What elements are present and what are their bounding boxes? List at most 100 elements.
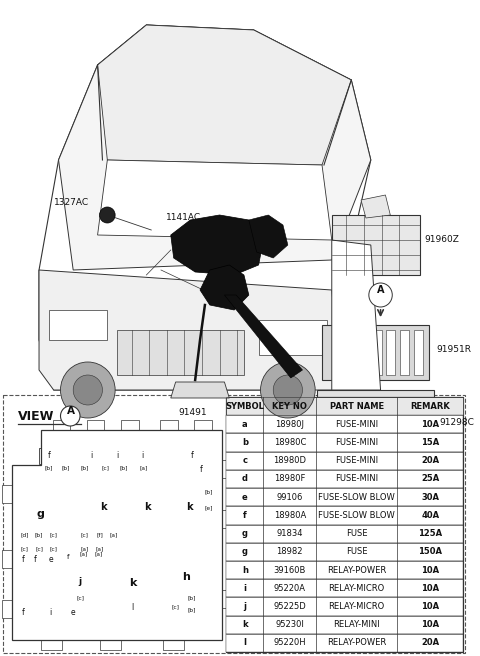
Text: RELAY-POWER: RELAY-POWER xyxy=(327,565,386,575)
Bar xyxy=(60,550,75,564)
Bar xyxy=(400,330,409,375)
Bar xyxy=(221,590,231,608)
Text: k: k xyxy=(100,502,107,512)
Bar xyxy=(342,400,350,412)
Text: KEY NO: KEY NO xyxy=(272,401,307,411)
Circle shape xyxy=(369,283,392,307)
Text: f: f xyxy=(22,555,24,564)
Text: 10A: 10A xyxy=(421,420,439,429)
Circle shape xyxy=(99,207,115,223)
Text: 10A: 10A xyxy=(421,584,439,593)
Text: f: f xyxy=(34,555,37,564)
Text: f: f xyxy=(22,608,24,617)
Bar xyxy=(346,330,354,375)
Text: [b]: [b] xyxy=(120,466,128,470)
Bar xyxy=(221,510,231,528)
Circle shape xyxy=(60,362,115,418)
Bar xyxy=(227,397,464,415)
Text: [c]: [c] xyxy=(49,533,58,537)
Bar xyxy=(227,451,464,470)
Bar xyxy=(371,454,380,466)
Text: 91298C: 91298C xyxy=(439,418,474,427)
Text: [a]: [a] xyxy=(95,552,103,556)
Text: f: f xyxy=(191,451,193,461)
Bar xyxy=(65,568,95,596)
Bar xyxy=(171,490,208,525)
Text: FUSE-SLOW BLOW: FUSE-SLOW BLOW xyxy=(318,511,395,520)
Text: RELAY-MICRO: RELAY-MICRO xyxy=(328,584,385,593)
Text: k: k xyxy=(186,502,192,512)
Text: 91951R: 91951R xyxy=(436,345,471,354)
Bar xyxy=(371,418,380,430)
Text: 10A: 10A xyxy=(421,620,439,629)
Polygon shape xyxy=(97,25,351,165)
Text: PART NAME: PART NAME xyxy=(330,401,384,411)
Circle shape xyxy=(73,375,102,405)
Text: FUSE-MINI: FUSE-MINI xyxy=(335,457,378,465)
Text: h: h xyxy=(242,565,248,575)
Text: [d]: [d] xyxy=(20,533,29,537)
Text: h: h xyxy=(182,573,190,583)
Bar xyxy=(327,400,336,412)
Bar xyxy=(400,436,409,448)
Bar xyxy=(415,436,423,448)
Bar xyxy=(327,436,336,448)
Text: VIEW: VIEW xyxy=(18,410,54,423)
Bar xyxy=(415,454,423,466)
Bar xyxy=(180,385,219,395)
Text: [c]: [c] xyxy=(35,546,43,552)
Text: [b]: [b] xyxy=(35,533,43,537)
Text: FUSE: FUSE xyxy=(346,547,367,556)
Text: i: i xyxy=(49,608,51,617)
Text: f: f xyxy=(200,466,203,474)
Text: [a]: [a] xyxy=(110,533,119,537)
Bar xyxy=(400,454,409,466)
Text: 91960Z: 91960Z xyxy=(424,235,459,244)
Text: 95220H: 95220H xyxy=(274,638,306,647)
Text: f: f xyxy=(243,511,247,520)
Text: 1141AC: 1141AC xyxy=(166,213,201,222)
Polygon shape xyxy=(59,25,371,270)
Bar xyxy=(39,448,59,464)
Text: f: f xyxy=(48,451,50,461)
Bar xyxy=(359,330,368,375)
Text: 125A: 125A xyxy=(418,529,443,538)
Bar xyxy=(85,490,122,525)
Text: [c]: [c] xyxy=(172,604,180,609)
Bar xyxy=(342,454,350,466)
Bar xyxy=(371,436,380,448)
Polygon shape xyxy=(39,25,371,390)
Bar xyxy=(163,640,184,650)
Polygon shape xyxy=(361,195,390,218)
Text: [a]: [a] xyxy=(139,466,148,470)
Text: 39160B: 39160B xyxy=(274,565,306,575)
Text: [b]: [b] xyxy=(61,466,70,470)
Polygon shape xyxy=(39,270,342,390)
Bar xyxy=(400,400,409,412)
Text: [b]: [b] xyxy=(188,607,196,613)
Text: 95230I: 95230I xyxy=(276,620,304,629)
Text: [c]: [c] xyxy=(81,533,89,537)
Text: RELAY-POWER: RELAY-POWER xyxy=(327,638,386,647)
Text: i: i xyxy=(116,451,118,461)
Text: [b]: [b] xyxy=(81,466,89,470)
Bar xyxy=(227,434,464,451)
Bar xyxy=(49,310,108,340)
Bar xyxy=(327,454,336,466)
Text: 20A: 20A xyxy=(421,457,439,465)
Bar xyxy=(117,330,244,375)
Text: [e]: [e] xyxy=(204,506,213,510)
Text: f: f xyxy=(67,554,69,560)
Bar xyxy=(221,460,231,478)
Text: [a]: [a] xyxy=(81,546,89,552)
Bar xyxy=(2,485,12,503)
Text: [b]: [b] xyxy=(204,489,213,495)
Bar xyxy=(342,436,350,448)
Text: FUSE-SLOW BLOW: FUSE-SLOW BLOW xyxy=(318,493,395,502)
Text: 1327AC: 1327AC xyxy=(54,198,89,207)
Bar xyxy=(332,215,420,275)
Text: [a]: [a] xyxy=(80,552,88,556)
Circle shape xyxy=(60,406,80,426)
Text: j: j xyxy=(78,577,82,586)
Text: 15A: 15A xyxy=(421,438,440,447)
